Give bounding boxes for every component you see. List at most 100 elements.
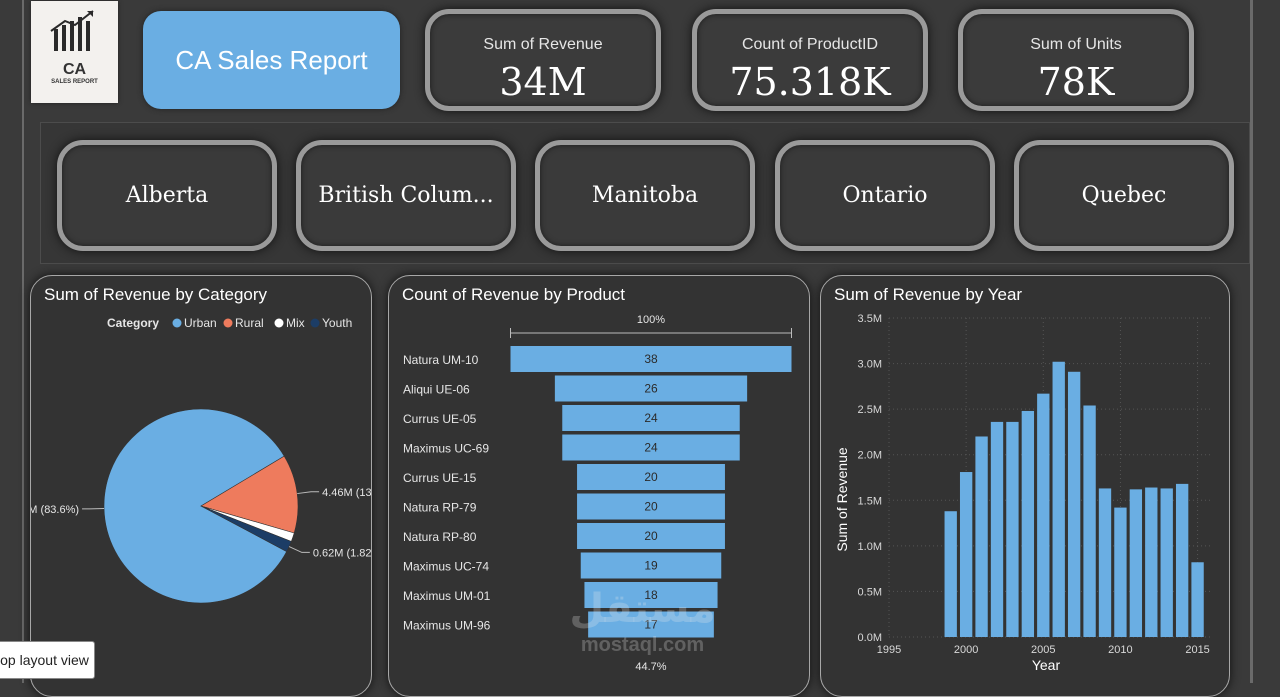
kpi-label: Sum of Units bbox=[963, 36, 1189, 54]
kpi-value: 75.318K bbox=[697, 60, 923, 104]
logo-chart-icon bbox=[31, 1, 118, 61]
y-tick-label: 2.5M bbox=[858, 404, 882, 416]
pie-data-label: 4.46M (13.08%) bbox=[322, 487, 371, 499]
pie-slices bbox=[104, 409, 298, 603]
slicer-button-british-columbia[interactable]: British Colum... bbox=[296, 140, 516, 251]
funnel-category-label: Currus UE-15 bbox=[403, 471, 477, 485]
funnel-category-label: Aliqui UE-06 bbox=[403, 383, 470, 397]
pie-data-label: 28.52M (83.6%) bbox=[31, 504, 79, 516]
layout-view-tooltip: op layout view bbox=[0, 641, 95, 679]
funnel-value-label: 20 bbox=[644, 529, 658, 543]
slicer-button-manitoba[interactable]: Manitoba bbox=[535, 140, 755, 251]
legend-item-youth[interactable]: Youth bbox=[322, 316, 352, 330]
funnel-value-label: 20 bbox=[644, 500, 658, 514]
pie-legend: Category Urban Rural Mix Youth bbox=[107, 316, 352, 330]
logo-title: CA bbox=[31, 61, 118, 79]
legend-title: Category bbox=[107, 316, 159, 330]
year-bar[interactable] bbox=[1114, 508, 1126, 637]
legend-item-mix[interactable]: Mix bbox=[286, 316, 305, 330]
kpi-label: Sum of Revenue bbox=[430, 36, 656, 54]
funnel-value-label: 24 bbox=[644, 441, 658, 455]
y-tick-label: 2.0M bbox=[858, 450, 882, 462]
year-bar[interactable] bbox=[1053, 362, 1065, 637]
pie-data-label: 0.62M (1.82%) bbox=[313, 547, 371, 559]
y-tick-label: 3.0M bbox=[858, 359, 882, 371]
legend-item-urban[interactable]: Urban bbox=[184, 316, 217, 330]
year-bar[interactable] bbox=[1130, 489, 1142, 637]
funnel-chart: 100% Natura UM-10 38 Aliqui UE-06 26 Currus U… bbox=[389, 276, 809, 676]
funnel-category-label: Currus UE-05 bbox=[403, 412, 477, 426]
legend-marker-mix bbox=[275, 319, 284, 328]
kpi-label: Count of ProductID bbox=[697, 36, 923, 54]
funnel-value-label: 20 bbox=[644, 470, 658, 484]
funnel-category-label: Natura RP-79 bbox=[403, 501, 477, 515]
kpi-value: 34M bbox=[430, 60, 656, 104]
slicer-button-alberta[interactable]: Alberta bbox=[57, 140, 277, 251]
legend-marker-youth bbox=[311, 319, 320, 328]
y-tick-label: 1.0M bbox=[858, 541, 882, 553]
year-bar[interactable] bbox=[1022, 411, 1034, 637]
x-axis-label: Year bbox=[1032, 657, 1061, 673]
year-bar[interactable] bbox=[1145, 488, 1157, 637]
funnel-value-label: 17 bbox=[644, 618, 658, 632]
funnel-category-label: Maximus UM-01 bbox=[403, 589, 491, 603]
year-bar[interactable] bbox=[1176, 484, 1188, 637]
legend-item-rural[interactable]: Rural bbox=[235, 316, 264, 330]
y-tick-label: 1.5M bbox=[858, 495, 882, 507]
funnel-value-label: 18 bbox=[644, 588, 658, 602]
funnel-value-label: 24 bbox=[644, 411, 658, 425]
frame-border-right bbox=[1250, 0, 1253, 683]
y-tick-label: 0.0M bbox=[858, 632, 882, 644]
pie-leader-line bbox=[289, 547, 310, 553]
kpi-card-revenue: Sum of Revenue 34M bbox=[425, 9, 661, 111]
funnel-value-label: 19 bbox=[644, 559, 658, 573]
funnel-category-label: Maximus UC-74 bbox=[403, 560, 489, 574]
x-tick-label: 1995 bbox=[877, 644, 901, 656]
funnel-value-label: 26 bbox=[644, 382, 658, 396]
report-title-button[interactable]: CA Sales Report bbox=[143, 11, 400, 109]
year-bar[interactable] bbox=[960, 472, 972, 637]
funnel-top-percent: 100% bbox=[637, 314, 665, 326]
x-tick-label: 2010 bbox=[1108, 644, 1132, 656]
year-bar[interactable] bbox=[1191, 562, 1203, 637]
kpi-value: 78K bbox=[963, 60, 1189, 104]
year-bar[interactable] bbox=[945, 511, 957, 637]
y-axis-label: Sum of Revenue bbox=[834, 447, 850, 551]
pie-chart: Category Urban Rural Mix Youth 28.52M (83.6%… bbox=[31, 276, 371, 676]
slicer-button-quebec[interactable]: Quebec bbox=[1014, 140, 1234, 251]
kpi-card-product-count: Count of ProductID 75.318K bbox=[692, 9, 928, 111]
funnel-value-label: 38 bbox=[644, 352, 658, 366]
y-tick-label: 3.5M bbox=[858, 313, 882, 325]
year-bar[interactable] bbox=[991, 422, 1003, 637]
slicer-button-ontario[interactable]: Ontario bbox=[775, 140, 995, 251]
year-bar[interactable] bbox=[1068, 372, 1080, 637]
year-bars: 0.0M 0.5M 1.0M 1.5M 2.0M 2.5M 3.0M 3.5M 1995 2000… bbox=[834, 313, 1213, 673]
year-bar[interactable] bbox=[1006, 422, 1018, 637]
year-bar[interactable] bbox=[1037, 394, 1049, 637]
year-bar[interactable] bbox=[1083, 405, 1095, 637]
pie-leader-line bbox=[297, 492, 319, 494]
funnel-category-label: Natura UM-10 bbox=[403, 353, 479, 367]
funnel-category-label: Maximus UC-69 bbox=[403, 442, 489, 456]
funnel-category-label: Maximus UM-96 bbox=[403, 619, 491, 633]
x-tick-label: 2005 bbox=[1031, 644, 1055, 656]
funnel-bars: 100% Natura UM-10 38 Aliqui UE-06 26 Currus U… bbox=[403, 314, 792, 673]
legend-marker-urban bbox=[173, 319, 182, 328]
legend-marker-rural bbox=[224, 319, 233, 328]
year-bar[interactable] bbox=[975, 436, 987, 637]
logo-subtitle: SALES REPORT bbox=[31, 79, 118, 85]
kpi-card-units: Sum of Units 78K bbox=[958, 9, 1194, 111]
frame-border-left bbox=[22, 0, 24, 683]
funnel-bottom-percent: 44.7% bbox=[635, 661, 666, 673]
year-bar[interactable] bbox=[1161, 488, 1173, 637]
x-tick-label: 2000 bbox=[954, 644, 978, 656]
revenue-by-product-card: Count of Revenue by Product 100%Natura U… bbox=[388, 275, 810, 697]
year-bar[interactable] bbox=[1099, 488, 1111, 637]
funnel-category-label: Natura RP-80 bbox=[403, 530, 477, 544]
y-tick-label: 0.5M bbox=[858, 586, 882, 598]
year-bar-chart: 0.0M 0.5M 1.0M 1.5M 2.0M 2.5M 3.0M 3.5M 1995 2000… bbox=[821, 276, 1229, 676]
report-logo: CA SALES REPORT bbox=[31, 1, 118, 103]
x-tick-label: 2015 bbox=[1185, 644, 1209, 656]
